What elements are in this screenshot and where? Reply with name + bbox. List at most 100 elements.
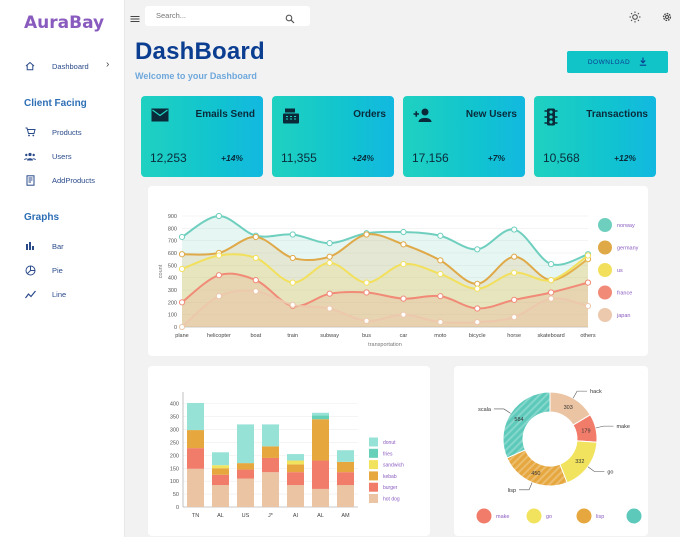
- x-tick-label: moto: [434, 333, 446, 339]
- x-tick-label: AL: [317, 513, 324, 519]
- data-point: [252, 288, 259, 295]
- receipt-icon: [24, 174, 36, 186]
- bar-segment: [262, 424, 279, 447]
- chevron-right-icon[interactable]: ›: [106, 59, 110, 70]
- data-point: [511, 253, 518, 260]
- sidebar-item-products[interactable]: Products: [24, 125, 82, 139]
- bar-segment: [312, 415, 329, 420]
- series-line: [181, 289, 589, 328]
- sidebar-item-addproducts[interactable]: AddProducts: [24, 173, 95, 187]
- stat-change: +14%: [221, 153, 243, 163]
- legend-label: kebab: [383, 474, 397, 480]
- data-point: [584, 252, 592, 259]
- y-tick-label: 50: [173, 492, 179, 498]
- data-point: [400, 228, 407, 236]
- data-point: [289, 254, 296, 262]
- legend-label: go: [546, 514, 552, 520]
- legend-swatch: [598, 218, 612, 232]
- data-point: [326, 259, 333, 266]
- data-point: [547, 261, 555, 268]
- x-tick-label: plane: [175, 333, 188, 339]
- search-input[interactable]: [156, 11, 276, 20]
- data-point: [547, 289, 555, 296]
- bar-segment: [312, 488, 329, 507]
- sidebar-item-users[interactable]: Users: [24, 149, 72, 163]
- download-button[interactable]: DOWNLOAD: [567, 51, 668, 73]
- data-point: [474, 280, 481, 287]
- sidebar-item-dashboard[interactable]: Dashboard: [24, 59, 89, 73]
- y-tick-label: 400: [168, 276, 177, 282]
- bar-segment: [187, 468, 204, 507]
- search-icon[interactable]: [285, 11, 295, 29]
- sidebar-item-label: Users: [52, 151, 72, 161]
- stat-change: +7%: [487, 153, 505, 163]
- bar-segment: [287, 454, 304, 461]
- sidebar-item-label: Dashboard: [52, 61, 89, 71]
- y-tick-label: 400: [170, 402, 179, 408]
- series-area: [182, 254, 588, 327]
- slice-leader-line: [572, 390, 588, 399]
- x-tick-label: horse: [507, 333, 521, 339]
- slice-value: 450: [531, 471, 540, 477]
- line-chart-icon: [24, 288, 36, 300]
- data-point: [326, 253, 333, 260]
- slice-leader-line: [595, 425, 614, 429]
- legend-label: japan: [616, 313, 630, 319]
- data-point: [178, 265, 186, 273]
- sidebar-item-label: Pie: [52, 265, 63, 275]
- y-tick-label: 0: [174, 325, 177, 331]
- stat-card-transactions: Transactions 10,568 +12%: [534, 96, 656, 177]
- sidebar-item-pie[interactable]: Pie: [24, 263, 63, 277]
- legend-swatch: [598, 263, 612, 277]
- stat-label: Transactions: [586, 109, 648, 120]
- data-point: [511, 296, 518, 303]
- pie-chart: 303 hack 179 make 332 go 450 lisp 584 scala make go…: [476, 389, 642, 524]
- area-chart: 0 100 200 300 400 500 600 700 800 900 plane helicop…: [158, 212, 639, 348]
- section-heading-graphs: Graphs: [24, 212, 60, 223]
- y-tick-label: 900: [168, 214, 177, 220]
- app-logo: AuraBay: [24, 13, 105, 33]
- data-point: [437, 293, 444, 300]
- data-point: [511, 269, 518, 276]
- legend-swatch: [369, 494, 378, 503]
- x-tick-label: helicopter: [207, 333, 231, 339]
- bar-segment: [287, 460, 304, 465]
- data-point: [437, 270, 444, 278]
- bar-segment: [312, 419, 329, 461]
- legend-swatch: [526, 508, 542, 524]
- x-tick-label: others: [580, 333, 596, 339]
- stat-card-emails: Emails Send 12,253 +14%: [141, 96, 263, 177]
- data-point: [363, 289, 370, 296]
- sun-icon[interactable]: [629, 10, 641, 23]
- series-area: [182, 234, 588, 327]
- data-point: [511, 314, 518, 321]
- gear-icon[interactable]: [661, 10, 673, 22]
- data-point: [326, 290, 333, 297]
- legend-swatch: [476, 508, 492, 524]
- download-button-label: DOWNLOAD: [587, 58, 631, 66]
- bar-segment: [337, 450, 354, 462]
- sidebar-item-label: Bar: [52, 241, 64, 251]
- sidebar-item-line[interactable]: Line: [24, 287, 66, 301]
- bar-chart-icon: [24, 240, 36, 252]
- legend-swatch: [598, 308, 612, 322]
- home-icon: [24, 60, 36, 72]
- data-point: [474, 305, 481, 312]
- x-tick-label: TN: [192, 513, 199, 519]
- data-point: [474, 285, 481, 292]
- series-area: [182, 290, 588, 327]
- email-icon: [151, 108, 169, 126]
- data-point: [215, 272, 223, 279]
- sidebar-item-bar[interactable]: Bar: [24, 239, 64, 253]
- data-point: [363, 231, 370, 238]
- legend-label: us: [617, 268, 623, 274]
- sidebar-item-label: Products: [52, 127, 82, 137]
- data-point: [437, 318, 444, 326]
- slice-value: 332: [575, 459, 584, 465]
- data-point: [215, 212, 223, 220]
- legend-label: donut: [383, 440, 396, 446]
- slice-label: go: [607, 470, 613, 476]
- legend-label: sandwich: [383, 463, 404, 469]
- menu-icon[interactable]: [130, 11, 140, 22]
- data-point: [252, 233, 259, 241]
